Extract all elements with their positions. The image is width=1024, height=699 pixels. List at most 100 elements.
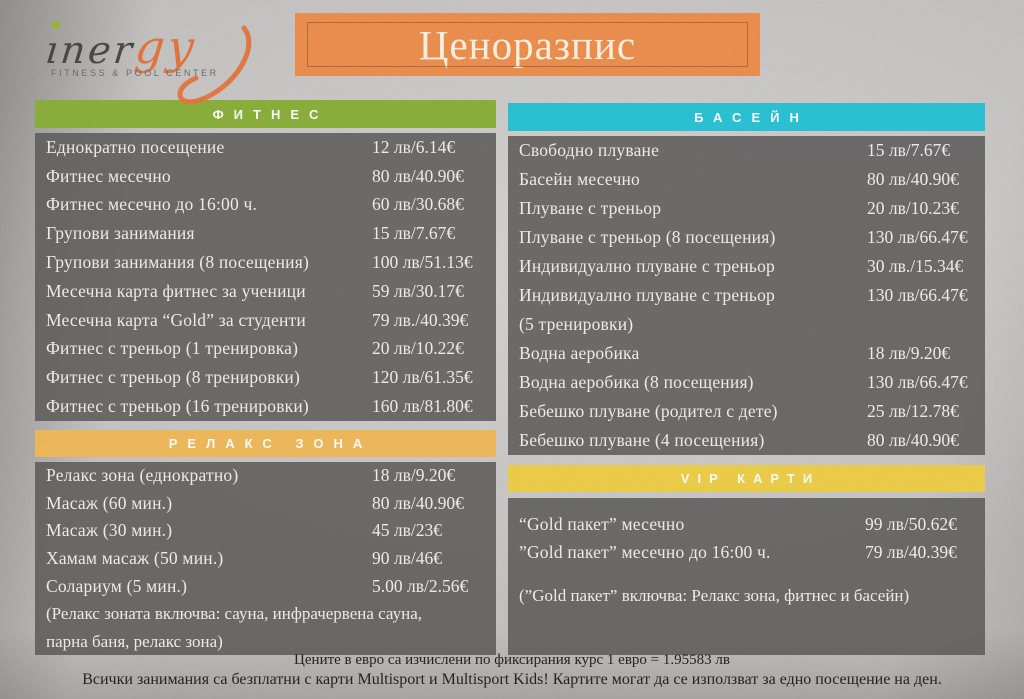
price-row: Фитнес с треньор (16 тренировки) 160 лв/8…	[35, 392, 496, 421]
item-label: Бебешко плуване (родител с дете)	[519, 401, 778, 421]
price-row: “Gold пакет” месечно 99 лв/50.62€	[508, 510, 985, 538]
relax-price-panel: Релакс зона (еднократно) 18 лв/9.20€ Маса…	[35, 462, 496, 656]
item-label: Фитнес месечно	[46, 165, 171, 186]
item-label: Солариум (5 мин.)	[46, 575, 188, 596]
price-row: Релакс зона (еднократно) 18 лв/9.20€	[35, 462, 496, 490]
price-row: Месечна карта “Gold” за студенти 79 лв./4…	[35, 306, 496, 335]
section-pool: БАСЕЙН Свободно плуване 15 лв/7.67€ Басей…	[508, 103, 985, 455]
price-row: Басейн месечно 80 лв/40.90€	[508, 165, 985, 194]
item-label: “Gold пакет” месечно	[519, 513, 685, 534]
price-row: Индивидуално плуване с треньор (5 трениро…	[508, 281, 985, 339]
item-label: Свободно плуване	[519, 140, 660, 160]
item-price: 59 лв/30.17€	[372, 280, 464, 301]
item-label: Индивидуално плуване с треньор	[519, 256, 775, 276]
item-label: Водна аеробика (8 посещения)	[519, 372, 754, 392]
price-row: Плуване с треньор (8 посещения) 130 лв/66…	[508, 223, 985, 252]
item-price: 60 лв/30.68€	[372, 194, 464, 215]
price-row: Масаж (30 мин.) 45 лв/23€	[35, 517, 496, 545]
item-price: 18 лв/9.20€	[372, 465, 456, 486]
price-row: Хамам масаж (50 мин.) 90 лв/46€	[35, 545, 496, 573]
footer-line-2: Всички занимания са безплатни с карти Mu…	[82, 671, 942, 688]
price-row: Фитнес с треньор (1 тренировка) 20 лв/10.…	[35, 335, 496, 364]
item-price: 20 лв/10.22€	[372, 338, 464, 359]
item-label: Водна аеробика	[519, 343, 640, 363]
item-label: Хамам масаж (50 мин.)	[46, 548, 224, 569]
item-price: 15 лв/7.67€	[867, 140, 951, 160]
price-row: Солариум (5 мин.) 5.00 лв/2.56€	[35, 572, 496, 600]
vip-price-panel: “Gold пакет” месечно 99 лв/50.62€ ”Gold п…	[508, 498, 985, 655]
footer-line-1: Цените в евро са изчислени по фиксирания…	[294, 652, 730, 668]
item-label: Плуване с треньор	[519, 198, 662, 218]
section-header-vip: VIP КАРТИ	[508, 465, 985, 492]
item-price: 25 лв/12.78€	[867, 401, 959, 421]
item-price: 80 лв/40.90€	[867, 169, 959, 189]
item-price: 12 лв/6.14€	[372, 136, 456, 157]
item-price: 100 лв/51.13€	[372, 252, 473, 273]
item-price: 160 лв/81.80€	[372, 396, 473, 417]
price-row: Групови занимания 15 лв/7.67€	[35, 219, 496, 248]
item-label: Групови занимания	[46, 223, 195, 244]
item-price: 80 лв/40.90€	[372, 492, 464, 513]
price-row: Месечна карта фитнес за ученици 59 лв/30.…	[35, 277, 496, 306]
item-label: Еднократно посещение	[46, 136, 225, 157]
item-label: Месечна карта “Gold” за студенти	[46, 309, 306, 330]
item-price: 79 лв./40.39€	[372, 309, 469, 330]
item-label: Индивидуално плуване с треньор (5 трениро…	[519, 285, 775, 334]
item-price: 20 лв/10.23€	[867, 198, 959, 218]
item-label: Масаж (60 мин.)	[46, 492, 173, 513]
item-price: 99 лв/50.62€	[865, 513, 957, 534]
price-row: ”Gold пакет” месечно до 16:00 ч. 79 лв/40…	[508, 538, 985, 566]
logo: ınergy FITNESS & POOL CENTER	[38, 4, 268, 105]
item-price: 90 лв/46€	[372, 548, 442, 569]
item-label: Фитнес с треньор (8 тренировки)	[46, 367, 301, 388]
price-row: Масаж (60 мин.) 80 лв/40.90€	[35, 490, 496, 518]
price-row: Индивидуално плуване с треньор 30 лв./15.…	[508, 252, 985, 281]
item-label: Басейн месечно	[519, 169, 640, 189]
price-row: Бебешко плуване (4 посещения) 80 лв/40.90…	[508, 426, 985, 455]
item-label: Месечна карта фитнес за ученици	[46, 280, 306, 301]
section-vip: VIP КАРТИ “Gold пакет” месечно 99 лв/50.6…	[508, 465, 985, 655]
section-note: (”Gold пакет” включва: Релакс зона, фитн…	[519, 586, 910, 605]
item-label: Фитнес с треньор (1 тренировка)	[46, 338, 299, 359]
item-price: 130 лв/66.47€	[867, 285, 968, 305]
item-label: ”Gold пакет” месечно до 16:00 ч.	[519, 541, 771, 562]
price-row: Водна аеробика 18 лв/9.20€	[508, 339, 985, 368]
item-price: 80 лв/40.90€	[372, 165, 464, 186]
banner-inner-border	[307, 22, 748, 67]
item-price: 5.00 лв/2.56€	[372, 575, 469, 596]
item-price: 130 лв/66.47€	[867, 227, 968, 247]
price-row: Плуване с треньор 20 лв/10.23€	[508, 194, 985, 223]
item-label: Плуване с треньор (8 посещения)	[519, 227, 776, 247]
item-price: 79 лв/40.39€	[865, 541, 957, 562]
item-label: Фитнес месечно до 16:00 ч.	[46, 194, 258, 215]
section-relax: РЕЛАКС ЗОНА Релакс зона (еднократно) 18 л…	[35, 430, 496, 656]
section-header-pool: БАСЕЙН	[508, 103, 985, 131]
pool-price-panel: Свободно плуване 15 лв/7.67€ Басейн месеч…	[508, 136, 985, 455]
item-price: 30 лв./15.34€	[867, 256, 964, 276]
section-fitness: ФИТНЕС Еднократно посещение 12 лв/6.14€ Ф…	[35, 100, 496, 421]
fitness-price-panel: Еднократно посещение 12 лв/6.14€ Фитнес м…	[35, 133, 496, 421]
item-label: Бебешко плуване (4 посещения)	[519, 430, 765, 450]
logo-subtitle: FITNESS & POOL CENTER	[51, 68, 219, 78]
item-price: 18 лв/9.20€	[867, 343, 951, 363]
price-row: Фитнес месечно 80 лв/40.90€	[35, 162, 496, 191]
price-row: Фитнес с треньор (8 тренировки) 120 лв/61…	[35, 363, 496, 392]
item-price: 15 лв/7.67€	[372, 223, 456, 244]
price-row: Бебешко плуване (родител с дете) 25 лв/12…	[508, 397, 985, 426]
price-row: Водна аеробика (8 посещения) 130 лв/66.47…	[508, 368, 985, 397]
item-label: Релакс зона (еднократно)	[46, 465, 239, 486]
section-header-relax: РЕЛАКС ЗОНА	[35, 430, 496, 457]
section-note: (Релакс зоната включва: сауна, инфрачерв…	[46, 603, 422, 651]
price-row: Фитнес месечно до 16:00 ч. 60 лв/30.68€	[35, 191, 496, 220]
item-price: 130 лв/66.47€	[867, 372, 968, 392]
item-label: Масаж (30 мин.)	[46, 520, 173, 541]
item-label: Фитнес с треньор (16 тренировки)	[46, 396, 309, 417]
price-row: Групови занимания (8 посещения) 100 лв/51…	[35, 248, 496, 277]
title-banner: Ценоразпис	[295, 13, 760, 76]
item-price: 120 лв/61.35€	[372, 367, 473, 388]
item-price: 80 лв/40.90€	[867, 430, 959, 450]
item-label: Групови занимания (8 посещения)	[46, 252, 309, 273]
logo-green-dot-icon	[52, 21, 60, 29]
price-row: Свободно плуване 15 лв/7.67€	[508, 136, 985, 165]
